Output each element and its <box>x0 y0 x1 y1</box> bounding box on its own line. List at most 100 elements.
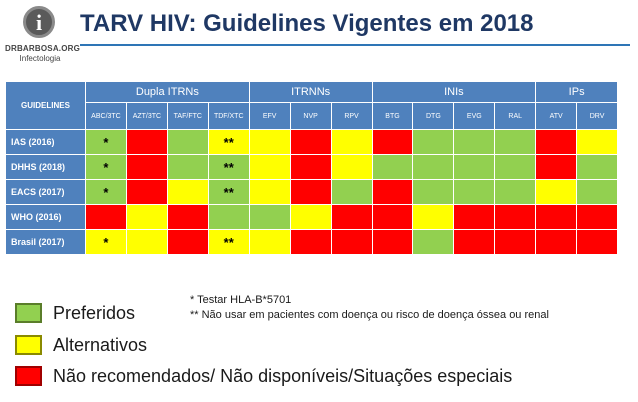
status-cell <box>576 129 619 155</box>
row-label: IAS (2016) <box>5 129 86 155</box>
status-cell <box>166 229 209 255</box>
status-cell <box>412 129 455 155</box>
status-cell: * <box>85 129 127 155</box>
column-header: ABC/3TC <box>85 102 127 130</box>
column-header: DRV <box>576 102 619 130</box>
title-underline <box>80 44 630 46</box>
status-cell <box>453 229 496 255</box>
row-label: EACS (2017) <box>5 179 86 205</box>
logo-site: DRBARBOSA.ORG <box>5 44 81 53</box>
status-cell <box>207 204 250 230</box>
table-row: DHHS (2018) * ** <box>5 154 619 180</box>
legend-swatch-alternative <box>15 335 42 355</box>
status-cell <box>576 229 619 255</box>
column-header: NVP <box>289 102 332 130</box>
status-cell <box>535 129 578 155</box>
status-cell <box>453 204 496 230</box>
status-cell <box>412 204 455 230</box>
info-icon: i <box>23 6 55 38</box>
status-cell <box>330 129 373 155</box>
legend-swatch-not-recommended <box>15 366 42 386</box>
logo-symbol: i <box>35 10 43 35</box>
status-cell <box>412 154 455 180</box>
status-cell <box>371 229 414 255</box>
status-cell <box>576 154 619 180</box>
group-header: INIs <box>371 81 537 103</box>
status-cell: ** <box>207 154 250 180</box>
footnote-bone-renal: ** Não usar em pacientes com doença ou r… <box>190 309 549 321</box>
status-cell <box>85 204 127 230</box>
status-cell <box>330 229 373 255</box>
status-cell <box>494 179 537 205</box>
status-cell <box>330 179 373 205</box>
table-row: WHO (2016) <box>5 204 619 230</box>
row-label: WHO (2016) <box>5 204 86 230</box>
status-cell <box>166 129 209 155</box>
logo: i DRBARBOSA.ORG Infectologia <box>5 6 81 70</box>
status-cell <box>371 204 414 230</box>
status-cell: * <box>85 229 127 255</box>
status-cell <box>125 154 168 180</box>
status-cell <box>535 179 578 205</box>
status-cell <box>289 229 332 255</box>
status-cell <box>535 204 578 230</box>
status-cell <box>453 179 496 205</box>
status-cell <box>535 229 578 255</box>
status-cell <box>453 154 496 180</box>
status-cell <box>166 204 209 230</box>
status-cell <box>125 204 168 230</box>
status-cell <box>125 229 168 255</box>
status-cell: * <box>85 154 127 180</box>
group-header: Dupla ITRNs <box>85 81 250 103</box>
status-cell <box>248 154 291 180</box>
table-row: Brasil (2017) * ** <box>5 229 619 255</box>
status-cell <box>289 154 332 180</box>
column-header: RAL <box>494 102 537 130</box>
status-cell <box>248 179 291 205</box>
status-cell <box>125 179 168 205</box>
page-title: TARV HIV: Guidelines Vigentes em 2018 <box>80 10 534 37</box>
status-cell <box>248 129 291 155</box>
status-cell <box>371 154 414 180</box>
status-cell <box>535 154 578 180</box>
column-header: DTG <box>412 102 455 130</box>
status-cell <box>494 229 537 255</box>
legend-label-alternative: Alternativos <box>53 335 148 355</box>
status-cell: * <box>85 179 127 205</box>
column-header: TDF/XTC <box>207 102 250 130</box>
group-header: IPs <box>535 81 619 103</box>
status-cell <box>412 179 455 205</box>
status-cell: ** <box>207 179 250 205</box>
row-label: Brasil (2017) <box>5 229 86 255</box>
table-row: IAS (2016) * ** <box>5 129 619 155</box>
logo-subtitle: Infectologia <box>19 54 61 63</box>
status-cell <box>125 129 168 155</box>
status-cell: ** <box>207 129 250 155</box>
status-cell <box>330 154 373 180</box>
column-header-row: ABC/3TC AZT/3TC TAF/FTC TDF/XTC EFV NVP RPV BTG… <box>6 102 619 130</box>
status-cell <box>289 179 332 205</box>
guidelines-table: GUIDELINES Dupla ITRNs ITRNNs INIs IPs ABC/3T… <box>5 81 619 255</box>
status-cell <box>166 154 209 180</box>
column-header: EFV <box>248 102 291 130</box>
status-cell <box>289 204 332 230</box>
group-header: ITRNNs <box>248 81 373 103</box>
status-cell <box>412 229 455 255</box>
status-cell <box>494 204 537 230</box>
column-header: TAF/FTC <box>166 102 209 130</box>
status-cell <box>166 179 209 205</box>
column-header: AZT/3TC <box>125 102 168 130</box>
status-cell <box>576 179 619 205</box>
status-cell <box>453 129 496 155</box>
status-cell <box>371 179 414 205</box>
status-cell: ** <box>207 229 250 255</box>
legend-label-preferred: Preferidos <box>53 303 136 323</box>
column-header: RPV <box>330 102 373 130</box>
status-cell <box>289 129 332 155</box>
status-cell <box>330 204 373 230</box>
footnote-hla: * Testar HLA-B*5701 <box>190 294 292 306</box>
status-cell <box>371 129 414 155</box>
column-header: EVG <box>453 102 496 130</box>
status-cell <box>248 204 291 230</box>
row-label: DHHS (2018) <box>5 154 86 180</box>
